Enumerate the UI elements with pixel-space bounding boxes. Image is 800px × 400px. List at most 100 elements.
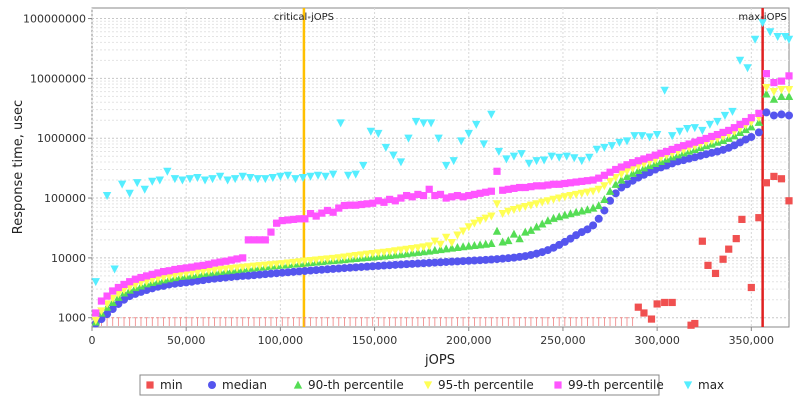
data-point <box>510 184 518 192</box>
data-point <box>594 185 603 194</box>
data-point <box>426 119 436 128</box>
legend-label: 95-th percentile <box>438 378 534 392</box>
data-point <box>492 200 502 209</box>
data-point <box>253 175 262 184</box>
data-point <box>592 145 602 154</box>
data-point <box>777 91 786 100</box>
data-point <box>499 186 507 194</box>
data-point <box>762 179 770 187</box>
data-point <box>148 270 156 278</box>
data-point <box>476 189 484 197</box>
legend-item: max <box>683 378 724 392</box>
data-point <box>470 190 479 199</box>
data-point <box>328 254 338 263</box>
data-point <box>708 132 716 141</box>
data-point <box>770 78 778 87</box>
data-point <box>343 171 353 180</box>
data-point <box>539 156 549 165</box>
data-point <box>408 244 417 253</box>
data-point <box>538 219 547 228</box>
data-point <box>611 179 620 188</box>
data-point <box>612 165 620 174</box>
data-point <box>691 138 699 146</box>
x-tick-label: 250,000 <box>540 334 586 347</box>
data-point <box>117 180 127 189</box>
y-axis: 1000 10000 100000 1000000 10000000 100000000 <box>23 13 92 325</box>
data-point <box>391 197 399 205</box>
data-point <box>554 153 564 162</box>
data-point <box>379 261 388 270</box>
data-point <box>430 258 439 267</box>
data-point <box>233 255 241 263</box>
data-point <box>366 127 375 136</box>
data-point <box>728 107 737 116</box>
data-point <box>250 236 258 244</box>
data-point <box>704 261 712 269</box>
x-tick-label: 0 <box>89 334 96 347</box>
legend-label: 99-th percentile <box>568 378 664 392</box>
data-point <box>762 108 771 117</box>
data-point <box>396 246 406 255</box>
data-point <box>313 171 323 180</box>
data-point <box>163 167 172 176</box>
data-point <box>102 191 112 200</box>
data-point <box>479 140 489 149</box>
data-point <box>711 269 720 278</box>
data-point <box>554 194 564 203</box>
data-point <box>453 257 462 266</box>
data-point <box>447 243 457 252</box>
data-point <box>317 255 327 264</box>
y-tick-label: 10000000 <box>30 72 86 85</box>
data-point <box>165 267 173 275</box>
data-point <box>430 237 440 246</box>
series-median <box>91 108 793 328</box>
data-point <box>594 214 603 223</box>
data-point <box>583 177 592 185</box>
data-point <box>334 254 343 263</box>
data-point <box>493 167 501 175</box>
data-point <box>487 238 496 247</box>
legend: min median 90-th percentile 95-th percentil… <box>139 374 724 396</box>
data-point <box>765 28 775 37</box>
legend-box <box>139 374 660 396</box>
data-point <box>385 261 394 270</box>
data-point <box>747 114 755 122</box>
data-point <box>637 132 647 141</box>
data-point <box>524 159 534 168</box>
data-point <box>481 214 490 223</box>
data-point <box>532 182 541 190</box>
data-point <box>359 161 368 170</box>
data-point <box>425 185 433 193</box>
data-point <box>419 243 428 252</box>
data-point <box>143 272 151 280</box>
data-point <box>114 283 122 292</box>
data-point <box>630 132 639 141</box>
y-tick-label: 1000 <box>58 312 86 325</box>
data-point <box>475 216 485 225</box>
data-point <box>335 204 343 212</box>
data-point <box>311 256 321 265</box>
data-point <box>785 197 793 205</box>
data-point <box>470 256 479 265</box>
data-point <box>470 240 479 249</box>
data-point <box>328 170 338 179</box>
data-point <box>611 173 620 182</box>
data-point <box>487 212 496 221</box>
data-point <box>521 202 530 211</box>
data-point <box>385 248 394 257</box>
x-tick-label: 200,000 <box>446 334 492 347</box>
data-point <box>762 89 771 98</box>
data-point <box>397 194 405 202</box>
data-point <box>368 262 377 271</box>
data-point <box>475 240 485 249</box>
data-point <box>515 204 524 213</box>
data-point <box>436 245 445 254</box>
data-point <box>770 172 778 181</box>
data-point <box>566 191 575 200</box>
data-point <box>588 187 598 196</box>
x-tick-label: 300,000 <box>634 334 680 347</box>
data-point <box>249 262 259 271</box>
data-point <box>651 151 659 159</box>
legend-swatch <box>208 381 216 389</box>
data-point <box>312 212 320 220</box>
